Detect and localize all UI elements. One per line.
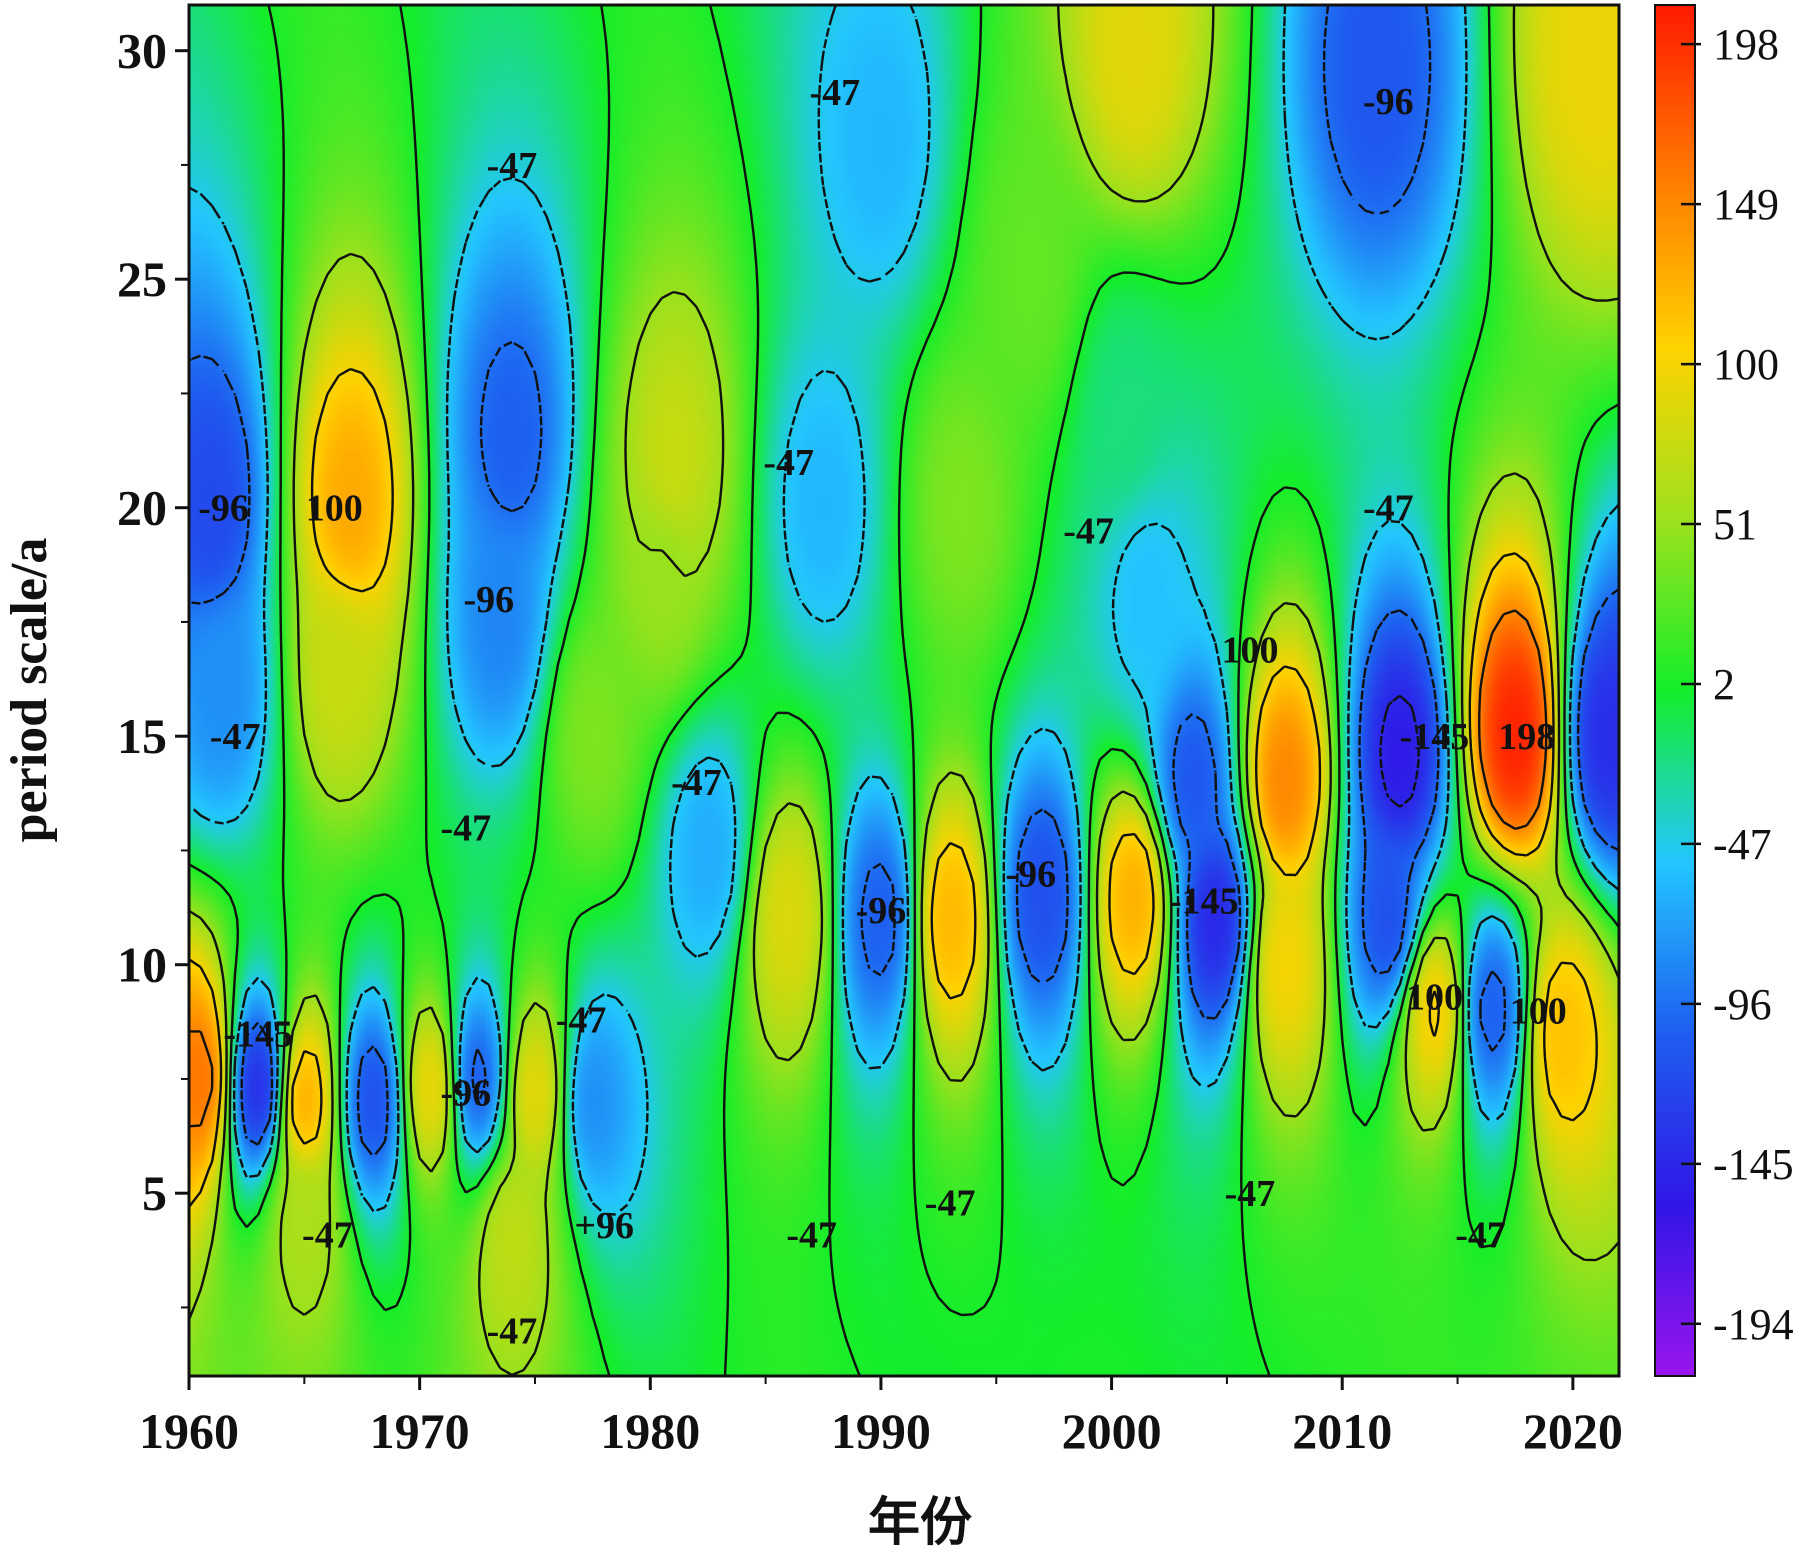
colorbar-tick-label: -194 — [1713, 1300, 1794, 1349]
contour-label: -96 — [1363, 81, 1414, 123]
x-tick-label: 2010 — [1292, 1403, 1392, 1459]
contour-line-neg47 — [189, 5, 1619, 1216]
contour-label: -96 — [856, 890, 907, 932]
contour-label: -47 — [671, 762, 722, 804]
y-tick-label: 25 — [117, 251, 167, 307]
colorbar: 198 149 100 51 2 -47 -96 -145 -194 — [1654, 4, 1794, 1377]
colorbar-tick-label: 198 — [1713, 20, 1779, 69]
contour-line-pos51 — [189, 5, 1619, 1376]
contour-lines — [189, 5, 1619, 1376]
contour-label: -96 — [464, 579, 515, 621]
contour-line-neg96 — [189, 5, 1619, 1158]
heatmap-field — [189, 5, 1619, 1376]
contour-label: -145 — [1169, 881, 1239, 923]
contour-label: 198 — [1498, 716, 1555, 758]
contour-label: -47 — [1363, 488, 1414, 530]
x-axis: 1960 1970 1980 1990 2000 2010 2020 — [139, 1376, 1623, 1459]
contour-label: 100 — [1221, 629, 1278, 671]
contour-label: -145 — [223, 1013, 293, 1055]
x-tick-label: 2020 — [1523, 1403, 1623, 1459]
contour-label: 100 — [1406, 977, 1463, 1019]
contour-label: -47 — [556, 1000, 607, 1042]
contour-line-neg145 — [1379, 694, 1420, 808]
colorbar-tick-label: -47 — [1713, 820, 1772, 869]
y-tick-label: 15 — [117, 708, 167, 764]
colorbar-gradient — [1654, 4, 1696, 1377]
contour-label: -96 — [1006, 853, 1057, 895]
colorbar-tick-label: 100 — [1713, 340, 1779, 389]
plot-frame — [187, 3, 1621, 1378]
contour-label: -47 — [786, 1214, 837, 1256]
y-tick-label: 30 — [117, 23, 167, 79]
contour-label: -47 — [925, 1182, 976, 1224]
x-tick-label: 2000 — [1062, 1403, 1162, 1459]
x-axis-title: 年份 — [868, 1494, 972, 1552]
contour-label: -47 — [210, 716, 261, 758]
contour-label: -47 — [1063, 511, 1114, 553]
y-tick-label: 20 — [117, 480, 167, 536]
contour-label: 100 — [306, 488, 363, 530]
x-tick-label: 1960 — [139, 1403, 239, 1459]
colorbar-tick-label: 2 — [1713, 660, 1735, 709]
contour-label: -47 — [440, 808, 491, 850]
y-tick-label: 5 — [142, 1165, 167, 1221]
colorbar-tick-label: -145 — [1713, 1140, 1794, 1189]
contour-line-pos149 — [189, 609, 1548, 1128]
x-tick-label: 1990 — [831, 1403, 931, 1459]
contour-label: -96 — [198, 488, 249, 530]
contour-labels: -96 100 -47 -47 -96 -47 -47 -96 -47 -47 -47 100 -145… — [198, 72, 1567, 1352]
contour-label: -47 — [302, 1214, 353, 1256]
y-axis-title: period scale/a — [1, 538, 58, 843]
y-tick-label: 10 — [117, 937, 167, 993]
contour-line-pos100 — [189, 367, 1598, 1208]
contour-label: -47 — [1225, 1173, 1276, 1215]
contour-label: +96 — [574, 1205, 634, 1247]
contour-label: 100 — [1510, 990, 1567, 1032]
contour-line-pos2 — [189, 5, 1619, 1376]
contour-label: -47 — [809, 72, 860, 114]
contour-label: -47 — [763, 442, 814, 484]
x-tick-label: 1980 — [600, 1403, 700, 1459]
colorbar-tick-label: 51 — [1713, 500, 1757, 549]
plot-area — [189, 5, 1619, 1376]
contour-label: -47 — [487, 145, 538, 187]
contour-label: -47 — [1455, 1214, 1506, 1256]
colorbar-tick-label: -96 — [1713, 980, 1772, 1029]
y-axis: 5 10 15 20 25 30 — [117, 23, 189, 1309]
colorbar-tick-label: 149 — [1713, 180, 1779, 229]
contour-label: -145 — [1400, 716, 1470, 758]
contour-label: -96 — [440, 1073, 491, 1115]
x-tick-label: 1970 — [370, 1403, 470, 1459]
contour-label: -47 — [487, 1310, 538, 1352]
